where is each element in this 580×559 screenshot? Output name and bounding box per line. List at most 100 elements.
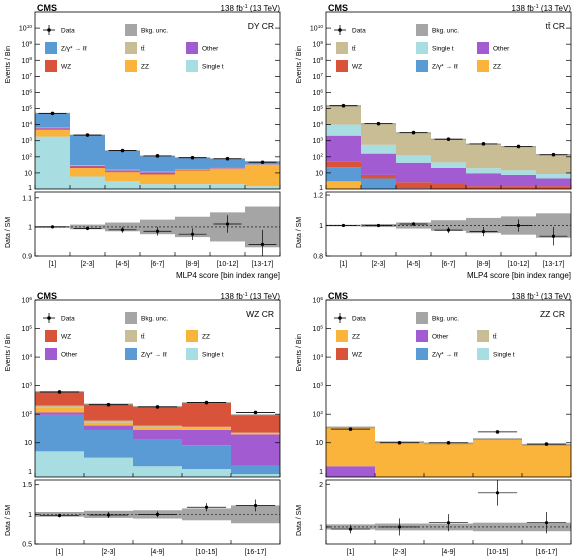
y-axis-ticks: 10 102 103 104 105 106 107 108 109 1010 1 xyxy=(310,24,571,192)
bar-other xyxy=(182,429,231,446)
bar-single_t xyxy=(210,184,245,189)
bar-other xyxy=(536,178,571,187)
region-label: WZ CR xyxy=(246,309,274,319)
x-tick-label: [13-17] xyxy=(543,261,565,268)
x-tick-label: [10-12] xyxy=(217,261,239,268)
bar-other xyxy=(84,425,133,430)
bar-single_t xyxy=(431,162,466,168)
legend-swatch-wz xyxy=(45,60,57,72)
bar-single_t xyxy=(84,457,133,477)
data-point xyxy=(516,144,521,149)
bar-other xyxy=(70,165,105,167)
legend-swatch-zz xyxy=(336,330,348,342)
bar-zz xyxy=(133,427,182,430)
ratio-point xyxy=(50,225,55,229)
ratio-frame xyxy=(325,191,572,257)
legend-swatch-zz xyxy=(477,60,489,72)
bar-tt xyxy=(431,139,466,163)
cms-label: CMS xyxy=(37,291,57,301)
legend-label-tt: tt̄ xyxy=(352,45,356,53)
legend-label-tt: tt̄ xyxy=(141,333,145,341)
bar-other xyxy=(35,127,70,129)
ratio-point xyxy=(190,232,195,236)
bar-dy xyxy=(105,150,140,170)
x-tick-label: [1] xyxy=(340,261,348,268)
legend-label-wz: WZ xyxy=(61,334,71,341)
legend-swatch-dy xyxy=(45,42,57,54)
bar-zz xyxy=(175,170,210,185)
ratio-panel: 1 2 Data / SM xyxy=(296,479,572,545)
legend-label-dy: Z/γ* → ℓℓ xyxy=(61,46,88,53)
panel-2: 10 102 103 104 105 106 107 108 109 1010 1 Events / … xyxy=(296,3,572,280)
y-tick-label: 103 xyxy=(22,137,33,146)
ratio-point xyxy=(348,527,353,531)
panel-4: 10 102 103 104 105 106 1 Events / Bin CMS 138 fb-… xyxy=(296,291,572,556)
bar-zz xyxy=(326,427,375,467)
y-tick-label: 104 xyxy=(22,120,33,129)
y-tick-label: 10 xyxy=(315,170,323,177)
ratio-tick-label: 1.5 xyxy=(22,482,32,489)
legend-swatch-dy xyxy=(416,348,428,360)
region-label: DY CR xyxy=(248,21,274,31)
x-axis-label: MLP4 score [bin index range] xyxy=(176,271,280,280)
ratio-axis-label: Data / SM xyxy=(296,505,303,536)
legend-label-zz: ZZ xyxy=(202,334,210,341)
legend-data-marker xyxy=(47,28,51,32)
legend-label-other: Other xyxy=(432,334,449,341)
data-point xyxy=(551,152,556,157)
ratio-point xyxy=(544,521,549,525)
x-tick-label: [1] xyxy=(347,549,355,556)
bar-dy xyxy=(182,445,231,470)
data-point xyxy=(544,442,549,446)
x-tick-label: [1] xyxy=(49,261,57,268)
x-tick-label: [6-7] xyxy=(150,261,164,268)
stack-bars xyxy=(35,112,280,189)
bar-wz xyxy=(210,168,245,170)
ratio-tick-label: 1 xyxy=(28,224,32,231)
bar-wz xyxy=(70,166,105,169)
data-point xyxy=(155,405,160,409)
bar-tt xyxy=(133,425,182,428)
legend-swatch-wz xyxy=(336,60,348,72)
data-point xyxy=(50,111,55,116)
legend-swatch-single_t xyxy=(477,348,489,360)
bar-zz xyxy=(182,427,231,430)
y-tick-label: 106 xyxy=(22,88,33,97)
legend-label-bkg_unc: Bkg. unc. xyxy=(141,316,168,323)
legend-label-zz: ZZ xyxy=(352,334,360,341)
legend-swatch-dy xyxy=(125,348,137,360)
x-axis: [1][2-3][4-9][10-15][16-17]MLP4 score [b… xyxy=(325,473,572,556)
bar-single_t xyxy=(105,181,140,189)
legend-swatch-zz xyxy=(186,330,198,342)
bar-dy xyxy=(84,429,133,458)
bar-single_t xyxy=(182,469,231,477)
legend-label-single_t: Single t xyxy=(202,352,224,359)
bar-single_t xyxy=(175,184,210,189)
y-tick-label: 102 xyxy=(22,410,33,419)
y-tick-label: 108 xyxy=(22,56,33,65)
legend-label-data: Data xyxy=(61,316,75,323)
y-tick-label: 109 xyxy=(313,40,324,49)
data-points xyxy=(329,103,568,157)
ratio-point xyxy=(446,521,451,525)
y-tick-label: 102 xyxy=(313,410,324,419)
bar-other xyxy=(140,172,175,173)
ratio-tick-label: 1.2 xyxy=(313,193,323,200)
legend-swatch-tt xyxy=(125,330,137,342)
region-label: ZZ CR xyxy=(540,309,565,319)
bkg-unc-band xyxy=(473,438,522,440)
bar-other xyxy=(105,170,140,172)
bar-single_t xyxy=(231,474,280,477)
y-tick-label: 104 xyxy=(313,353,324,362)
bar-wz xyxy=(536,186,571,189)
y-tick-label: 107 xyxy=(22,72,33,81)
bar-other xyxy=(466,173,501,187)
ratio-point xyxy=(411,222,416,226)
bar-single_t xyxy=(35,451,84,477)
y-tick-label: 1 xyxy=(319,469,323,476)
legend-swatch-other xyxy=(477,42,489,54)
ratio-axis-label: Data / SM xyxy=(5,505,12,536)
ratio-point xyxy=(204,505,209,509)
legend-label-bkg_unc: Bkg. unc. xyxy=(141,28,168,35)
x-axis-label: MLP4 score [bin index range] xyxy=(467,271,571,280)
